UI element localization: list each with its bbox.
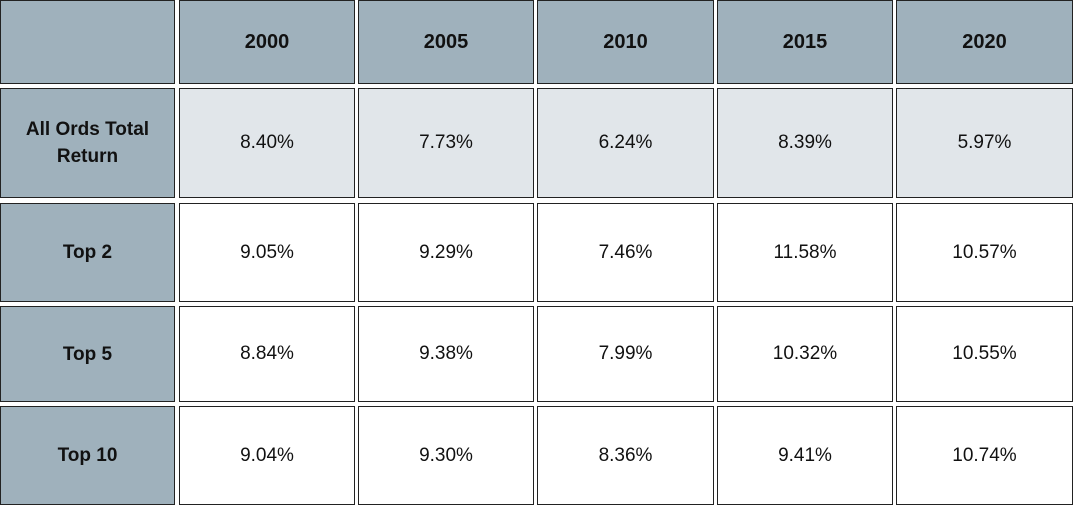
table-cell: 9.30% bbox=[358, 406, 534, 505]
column-header-2000: 2000 bbox=[179, 0, 355, 84]
table-cell: 9.04% bbox=[179, 406, 355, 505]
column-header-2010: 2010 bbox=[537, 0, 714, 84]
table-cell: 6.24% bbox=[537, 88, 714, 198]
column-header-2005: 2005 bbox=[358, 0, 534, 84]
table-cell: 7.73% bbox=[358, 88, 534, 198]
table-cell: 5.97% bbox=[896, 88, 1073, 198]
header-corner-cell bbox=[0, 0, 175, 84]
row-label-top-2: Top 2 bbox=[0, 203, 175, 302]
table-cell: 8.39% bbox=[717, 88, 893, 198]
table-cell: 7.46% bbox=[537, 203, 714, 302]
table-cell: 10.74% bbox=[896, 406, 1073, 505]
table-cell: 10.55% bbox=[896, 306, 1073, 402]
row-label-all-ords-total-return: All Ords Total Return bbox=[0, 88, 175, 198]
table-cell: 9.29% bbox=[358, 203, 534, 302]
table-cell: 11.58% bbox=[717, 203, 893, 302]
row-label-top-10: Top 10 bbox=[0, 406, 175, 505]
table-cell: 9.05% bbox=[179, 203, 355, 302]
row-label-top-5: Top 5 bbox=[0, 306, 175, 402]
table-cell: 9.38% bbox=[358, 306, 534, 402]
column-header-2020: 2020 bbox=[896, 0, 1073, 84]
table-cell: 10.57% bbox=[896, 203, 1073, 302]
table-cell: 10.32% bbox=[717, 306, 893, 402]
table-cell: 8.40% bbox=[179, 88, 355, 198]
table-cell: 7.99% bbox=[537, 306, 714, 402]
table-cell: 8.84% bbox=[179, 306, 355, 402]
table-cell: 9.41% bbox=[717, 406, 893, 505]
column-header-2015: 2015 bbox=[717, 0, 893, 84]
table-cell: 8.36% bbox=[537, 406, 714, 505]
